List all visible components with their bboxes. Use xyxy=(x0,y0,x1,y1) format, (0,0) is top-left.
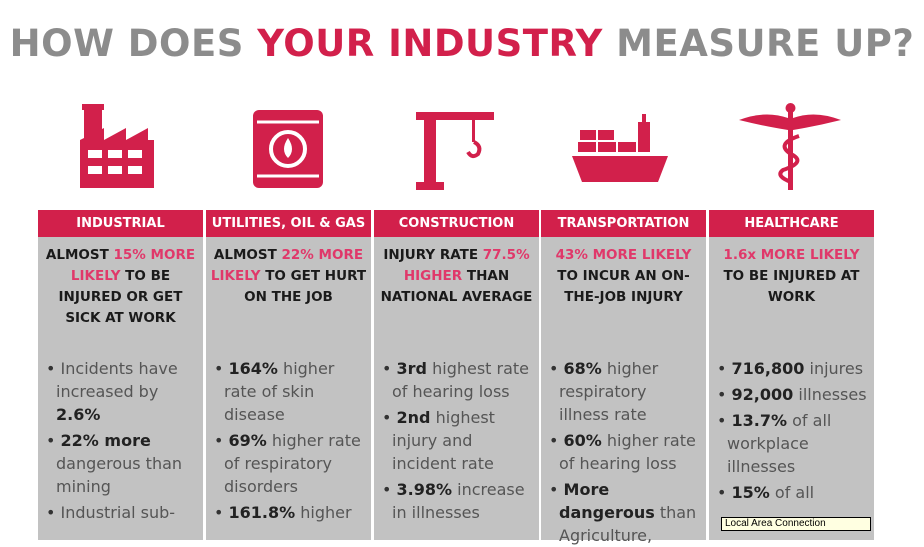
stat-item: 2nd highest injury and incident rate xyxy=(382,406,533,475)
stat-value: 3.98% xyxy=(396,480,453,499)
stat-item: 716,800 injures xyxy=(717,357,868,380)
stat-value: 60% xyxy=(563,431,602,450)
stat-item: 22% more dangerous than mining xyxy=(46,429,197,498)
cargo-ship-icon xyxy=(572,114,668,182)
stat-value: 161.8% xyxy=(228,503,296,522)
headline-part: 15% MORE LIKELY xyxy=(70,247,196,284)
crane-icon xyxy=(416,112,494,190)
stat-value: 92,000 xyxy=(731,385,794,404)
headline-part: INJURY RATE xyxy=(383,247,483,263)
stat-text: higher xyxy=(295,503,352,522)
stat-item: More dangerous than Agriculture, xyxy=(549,478,700,547)
stat-item: 164% higher rate of skin disease xyxy=(214,357,365,426)
column-header: UTILITIES, OIL & GAS xyxy=(206,210,371,237)
stat-item: Industrial sub- xyxy=(46,501,197,524)
stat-list: 716,800 injures 92,000 illnesses 13.7% of … xyxy=(709,357,874,504)
stat-item: 60% higher rate of hearing loss xyxy=(549,429,700,475)
title-part: HOW DOES xyxy=(9,22,258,65)
stat-text: highest rate of hearing loss xyxy=(392,359,530,401)
network-tooltip: Local Area Connection xyxy=(721,517,871,531)
industry-column-transportation: TRANSPORTATION 43% MORE LIKELY TO INCUR A… xyxy=(541,210,706,545)
stat-item: 3rd highest rate of hearing loss xyxy=(382,357,533,403)
industry-column-utilities-oil-gas: UTILITIES, OIL & GAS ALMOST 22% MORE LIKE… xyxy=(206,210,371,540)
industry-column-healthcare: HEALTHCARE 1.6x MORE LIKELY TO BE INJURED… xyxy=(709,210,874,540)
stat-text: of all xyxy=(769,483,815,502)
oil-barrel-icon xyxy=(253,110,323,188)
stat-value: 164% xyxy=(228,359,278,378)
stat-item: 3.98% increase in illnesses xyxy=(382,478,533,524)
stat-list: 68% higher respiratory illness rate60% h… xyxy=(541,357,706,547)
caduceus-icon xyxy=(739,103,841,190)
stat-value: 69% xyxy=(228,431,267,450)
column-headline: 43% MORE LIKELY TO INCUR AN ON-THE-JOB I… xyxy=(541,237,706,357)
stat-text: illnesses xyxy=(793,385,867,404)
stat-text: higher rate of respiratory disorders xyxy=(224,431,361,496)
stat-value: More dangerous xyxy=(559,480,655,522)
stat-item: 92,000 illnesses xyxy=(717,383,868,406)
headline-part: THAN NATIONAL AVERAGE xyxy=(380,268,533,305)
column-header: INDUSTRIAL xyxy=(38,210,203,237)
stat-value: 2nd xyxy=(396,408,431,427)
infographic-title: HOW DOES YOUR INDUSTRY MEASURE UP? xyxy=(0,22,924,65)
stat-list: 3rd highest rate of hearing loss2nd high… xyxy=(374,357,539,524)
stat-text: of all workplace illnesses xyxy=(727,411,832,476)
title-part: MEASURE UP? xyxy=(602,22,915,65)
stat-text: Incidents have increased by xyxy=(56,359,178,401)
stat-value: 22% more xyxy=(60,431,151,450)
headline-part: TO INCUR AN ON-THE-JOB INJURY xyxy=(557,268,690,305)
stat-item: 68% higher respiratory illness rate xyxy=(549,357,700,426)
headline-part: 22% MORE LIKELY xyxy=(210,247,364,284)
column-headline: INJURY RATE 77.5% HIGHER THAN NATIONAL A… xyxy=(374,237,539,357)
stat-list: Incidents have increased by 2.6%22% more… xyxy=(38,357,203,524)
stat-text: highest injury and incident rate xyxy=(392,408,495,473)
headline-part: 77.5% HIGHER xyxy=(403,247,530,284)
stat-value: 716,800 xyxy=(731,359,805,378)
column-headline: ALMOST 22% MORE LIKELY TO GET HURT ON TH… xyxy=(206,237,371,357)
stat-item: 15% of all xyxy=(717,481,868,504)
stat-text: Industrial sub- xyxy=(60,503,176,522)
factory-icon xyxy=(80,104,154,188)
stat-text: dangerous than mining xyxy=(56,454,183,496)
column-header: TRANSPORTATION xyxy=(541,210,706,237)
stat-text: increase in illnesses xyxy=(392,480,525,522)
stat-item: Incidents have increased by 2.6% xyxy=(46,357,197,426)
stat-text: injures xyxy=(804,359,864,378)
headline-part: TO GET HURT ON THE JOB xyxy=(244,268,367,305)
stat-text: higher rate of hearing loss xyxy=(559,431,696,473)
industry-column-construction: CONSTRUCTION INJURY RATE 77.5% HIGHER THA… xyxy=(374,210,539,540)
stat-list: 164% higher rate of skin disease69% high… xyxy=(206,357,371,524)
stat-item: 69% higher rate of respiratory disorders xyxy=(214,429,365,498)
column-headline: ALMOST 15% MORE LIKELY TO BE INJURED OR … xyxy=(38,237,203,357)
stat-text: higher rate of skin disease xyxy=(224,359,335,424)
column-header: HEALTHCARE xyxy=(709,210,874,237)
stat-text: higher respiratory illness rate xyxy=(559,359,659,424)
title-highlight: YOUR INDUSTRY xyxy=(257,22,603,65)
stat-value: 15% xyxy=(731,483,770,502)
column-headline: 1.6x MORE LIKELY TO BE INJURED AT WORK xyxy=(709,237,874,357)
headline-part: 1.6x MORE LIKELY xyxy=(723,247,860,263)
stat-value: 2.6% xyxy=(56,405,101,424)
headline-part: ALMOST xyxy=(45,247,114,263)
stat-item: 161.8% higher xyxy=(214,501,365,524)
stat-value: 13.7% xyxy=(731,411,788,430)
column-header: CONSTRUCTION xyxy=(374,210,539,237)
industry-column-industrial: INDUSTRIAL ALMOST 15% MORE LIKELY TO BE I… xyxy=(38,210,203,540)
stat-value: 68% xyxy=(563,359,602,378)
headline-part: TO BE INJURED AT WORK xyxy=(723,268,860,305)
headline-part: 43% MORE LIKELY xyxy=(555,247,692,263)
stat-value: 3rd xyxy=(396,359,428,378)
stat-item: 13.7% of all workplace illnesses xyxy=(717,409,868,478)
headline-part: ALMOST xyxy=(213,247,282,263)
headline-part: TO BE INJURED OR GET SICK AT WORK xyxy=(58,268,183,326)
